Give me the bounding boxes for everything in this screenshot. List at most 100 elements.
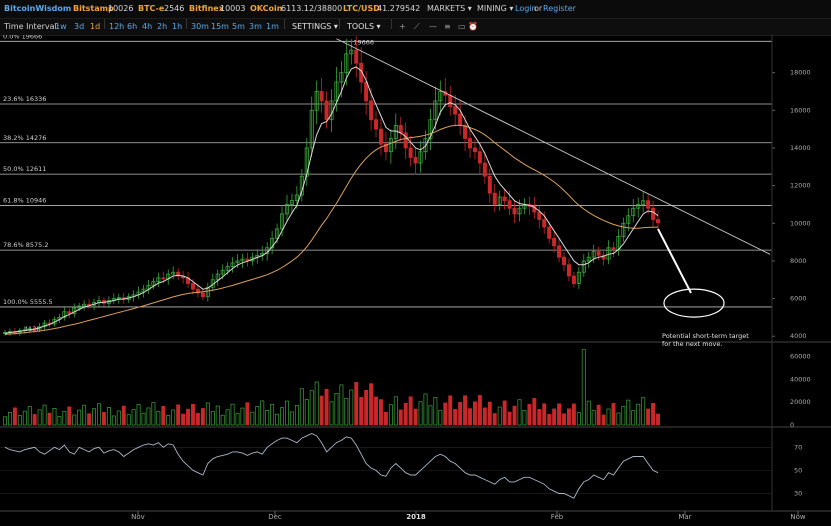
volume-bar: [413, 408, 418, 426]
price-chart[interactable]: 0.0% 19666 23.6% 16336 38.2% 14276 50.0% 12…: [0, 35, 831, 526]
volume-bar: [438, 410, 443, 426]
candle-body: [502, 196, 507, 202]
volume-bar: [22, 410, 27, 426]
candle-body: [116, 297, 121, 300]
candle-body: [195, 288, 200, 294]
interval-5m[interactable]: 5m: [232, 22, 245, 31]
interval-1m[interactable]: 1m: [266, 22, 279, 31]
mining-menu[interactable]: MINING ▾: [477, 4, 514, 13]
annotation-text: Potential short-term target: [662, 332, 749, 340]
tools-menu[interactable]: TOOLS ▾: [347, 22, 381, 31]
login-link[interactable]: Login: [515, 4, 537, 13]
volume-bar: [131, 409, 136, 426]
volume-bar: [448, 395, 453, 426]
interval-6h[interactable]: 6h: [127, 22, 138, 31]
volume-bar: [576, 412, 581, 426]
interval-1d[interactable]: 1d: [90, 22, 101, 31]
fibonacci-levels: 0.0% 19666 23.6% 16336 38.2% 14276 50.0% 12…: [0, 35, 772, 333]
volume-bar: [492, 413, 497, 426]
volume-bar: [443, 402, 448, 426]
interval-1h[interactable]: 1h: [172, 22, 183, 31]
price-tick-label: 4000: [790, 332, 807, 340]
volume-bar: [473, 401, 477, 426]
volume-bar: [101, 412, 106, 426]
candle-body: [423, 138, 428, 153]
interval-2h[interactable]: 2h: [157, 22, 168, 31]
interval-12h[interactable]: 12h: [109, 22, 125, 31]
candle-body: [309, 109, 314, 149]
candle-body: [319, 91, 324, 102]
candle-body: [359, 62, 364, 83]
exchange-bitfinex[interactable]: Bitfinex: [189, 4, 224, 13]
candle-body: [428, 119, 433, 139]
candle-body: [378, 128, 383, 145]
markets-menu[interactable]: MARKETS ▾: [427, 4, 472, 13]
trendline: [336, 38, 771, 255]
candle-body: [576, 271, 581, 284]
exchange-bitstamp[interactable]: Bitstamp: [73, 4, 114, 13]
volume-bar: [601, 414, 606, 426]
candle-body: [42, 322, 47, 328]
candle-body: [230, 262, 235, 267]
volume-bar: [62, 411, 67, 426]
volume-bar: [166, 414, 171, 426]
candle-body: [542, 219, 547, 228]
rectangle-icon[interactable]: ▭: [458, 22, 466, 31]
candle-body: [646, 200, 651, 209]
volume-bar: [146, 407, 151, 426]
volume-bar: [210, 411, 215, 426]
candle-body: [354, 49, 359, 64]
candle-body: [468, 138, 473, 149]
volume-bar: [136, 404, 141, 426]
volume-bar: [383, 411, 388, 426]
price-tick-label: 6000: [790, 295, 807, 303]
volume-bar: [379, 399, 383, 426]
candle-body: [487, 175, 492, 194]
volume-bar: [309, 390, 314, 426]
fib-label: 38.2% 14276: [3, 134, 46, 142]
volume-bar: [275, 413, 280, 426]
volume-bar: [17, 415, 22, 426]
candle-body: [611, 247, 616, 251]
exchange-ltcusd[interactable]: LTC/USD: [343, 4, 380, 13]
horizontal-line-icon[interactable]: —: [429, 22, 437, 31]
volume-bar: [225, 409, 230, 426]
volume-bar: [270, 403, 275, 426]
candle-body: [601, 254, 606, 260]
volume-bar: [532, 398, 537, 426]
candle-body: [398, 124, 403, 134]
candle-body: [537, 211, 542, 220]
exchange-btce[interactable]: BTC-e: [138, 4, 165, 13]
plus-icon[interactable]: +: [399, 22, 406, 31]
interval-4h[interactable]: 4h: [142, 22, 153, 31]
volume-bar: [571, 403, 576, 426]
interval-15m[interactable]: 15m: [211, 22, 229, 31]
candle-body: [453, 106, 458, 115]
fibonacci-icon[interactable]: ≡: [444, 22, 451, 31]
alarm-icon[interactable]: ⏰: [468, 22, 478, 31]
interval-3d[interactable]: 3d: [74, 22, 85, 31]
candle-body: [557, 245, 562, 258]
register-link[interactable]: Register: [543, 4, 576, 13]
exchange-okcoin[interactable]: OKCoin: [250, 4, 283, 13]
candle-body: [324, 100, 329, 121]
volume-bar: [116, 410, 121, 426]
candle-body: [349, 49, 354, 55]
settings-menu[interactable]: SETTINGS ▾: [292, 22, 338, 31]
volume-bar: [606, 408, 611, 426]
line-icon[interactable]: ⟋: [414, 22, 420, 31]
candle-body: [215, 273, 220, 281]
volume-bar: [651, 403, 656, 426]
time-tick-label: Dec: [268, 513, 282, 521]
brand-logo[interactable]: BitcoinWisdom: [4, 4, 72, 13]
time-tick-label: Feb: [551, 513, 564, 521]
interval-3m[interactable]: 3m: [249, 22, 262, 31]
interval-1w[interactable]: 1w: [55, 22, 67, 31]
interval-30m[interactable]: 30m: [191, 22, 209, 31]
volume-bar: [27, 406, 32, 426]
volume-bar: [468, 408, 472, 426]
volume-bar: [294, 404, 299, 426]
volume-bar: [626, 399, 631, 426]
volume-bar: [215, 405, 220, 426]
candle-body: [438, 91, 443, 102]
